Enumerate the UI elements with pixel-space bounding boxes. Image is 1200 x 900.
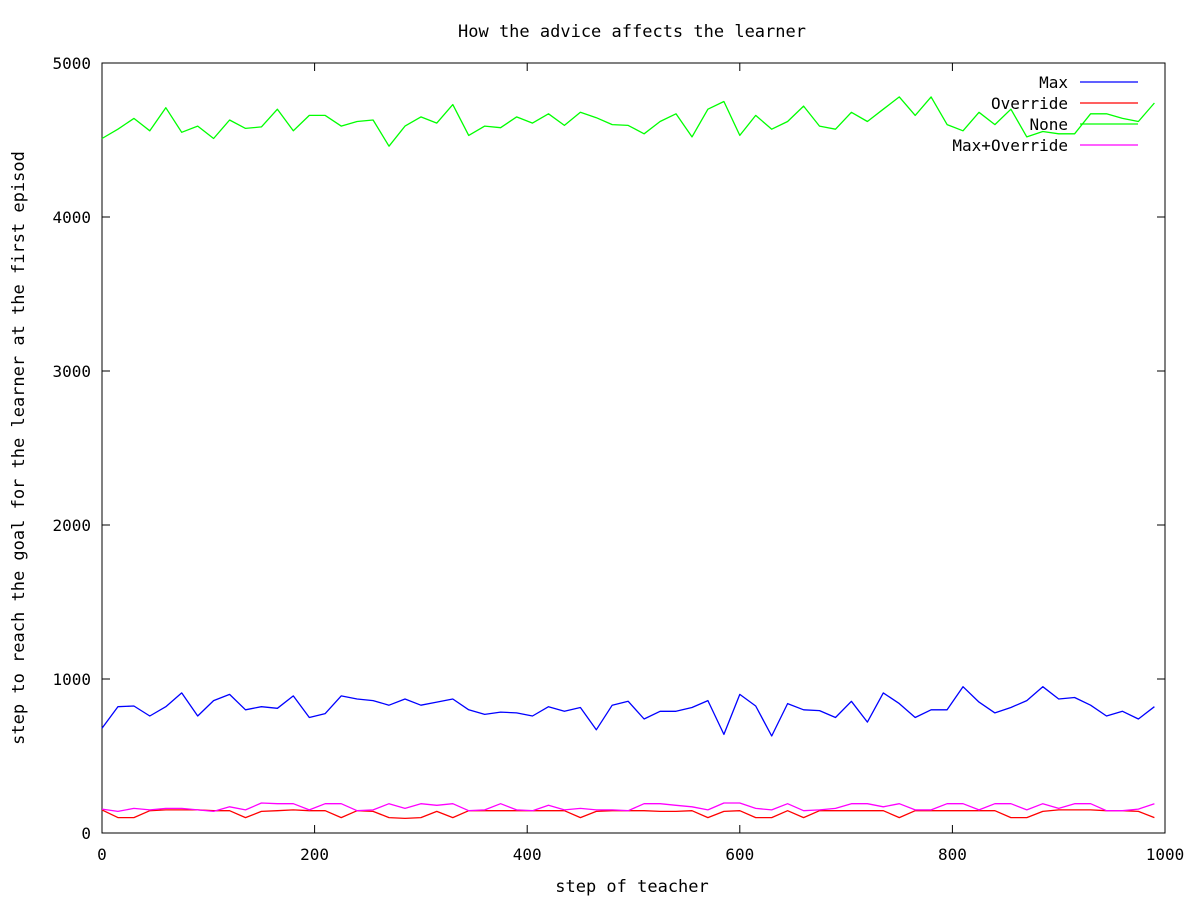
legend-label-max-override: Max+Override — [952, 136, 1068, 155]
y-tick-label: 3000 — [52, 362, 91, 381]
y-tick-label: 4000 — [52, 208, 91, 227]
series-line-max — [101, 686, 1155, 737]
x-tick-label: 600 — [725, 845, 754, 864]
legend-label-none: None — [1029, 115, 1068, 134]
y-tick-label: 0 — [81, 824, 91, 843]
y-tick-label: 1000 — [52, 670, 91, 689]
series-line-max-override — [101, 802, 1155, 813]
chart-title: How the advice affects the learner — [458, 22, 806, 42]
y-tick-label: 2000 — [52, 516, 91, 535]
legend-label-max: Max — [1039, 73, 1068, 92]
legend: Max Override None Max+Override — [952, 73, 1138, 155]
y-axis: 0 1000 2000 3000 4000 5000 — [52, 54, 1165, 843]
plot-area — [101, 62, 1166, 834]
x-tick-label: 1000 — [1146, 845, 1185, 864]
x-tick-label: 0 — [97, 845, 107, 864]
x-axis: 0 200 400 600 800 1000 — [97, 63, 1184, 864]
legend-label-override: Override — [991, 94, 1068, 113]
y-axis-label: step to reach the goal for the learner a… — [9, 151, 29, 745]
x-axis-label: step of teacher — [555, 877, 709, 897]
plot-frame — [101, 62, 1166, 834]
x-tick-label: 400 — [513, 845, 542, 864]
series-layer — [101, 96, 1155, 820]
y-tick-label: 5000 — [52, 54, 91, 73]
series-line-none — [101, 96, 1155, 147]
x-tick-label: 800 — [938, 845, 967, 864]
x-tick-label: 200 — [300, 845, 329, 864]
